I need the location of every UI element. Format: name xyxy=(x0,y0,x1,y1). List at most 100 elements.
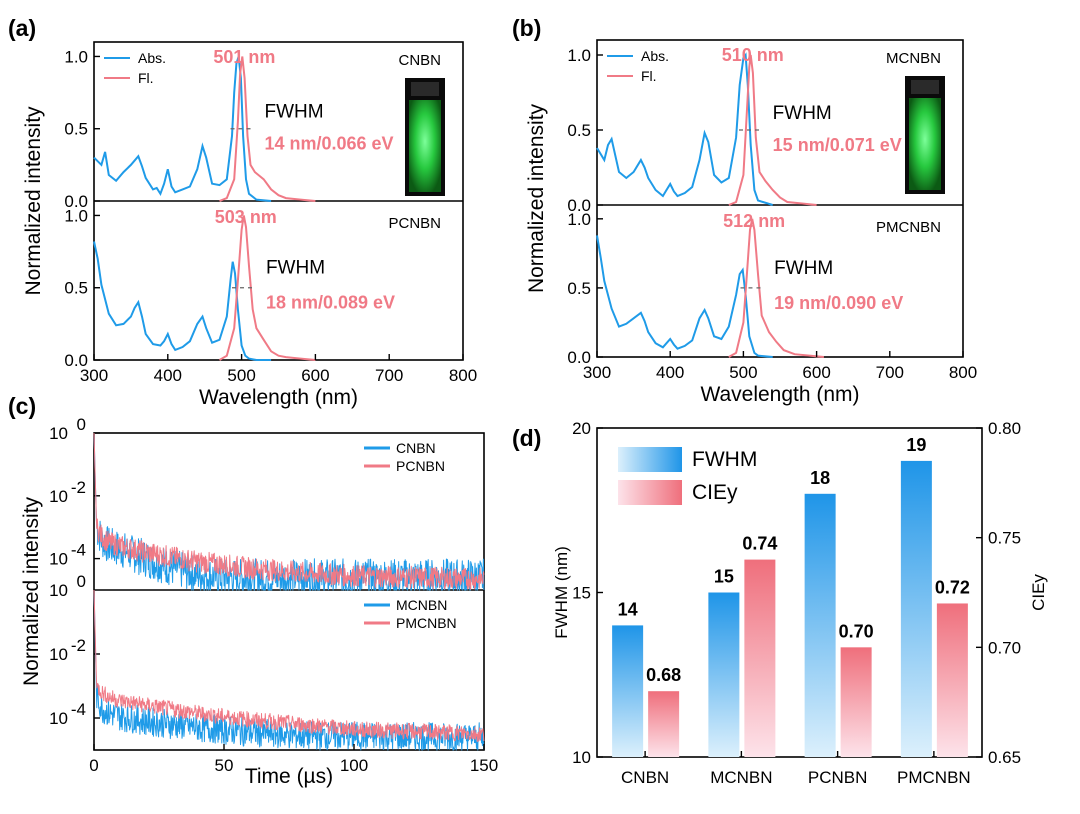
panel-d-bar-ciey-label: 0.70 xyxy=(839,621,874,641)
panel-a-fwhm-label-0: FWHM xyxy=(264,102,323,123)
panel-d-ytick-right-label: 0.75 xyxy=(988,529,1021,548)
panel-d-bar-fwhm-label: 18 xyxy=(810,468,830,488)
panel-d-legend-swatch-fwhm xyxy=(618,447,682,472)
panel-c-series-pcnbn xyxy=(93,432,485,590)
panel-b-legend-label-0: Abs. xyxy=(641,48,669,64)
panel-a-peak-label-0: 501 nm xyxy=(213,47,275,67)
panel-c-ylabel: Normalized intensity xyxy=(20,496,43,686)
panel-d-bar-fwhm xyxy=(804,493,836,757)
panel-d-bar-ciey-label: 0.74 xyxy=(742,534,777,554)
panel-a-ytick-label: 1.0 xyxy=(64,47,88,66)
panel-b-ytick-label: 0.0 xyxy=(567,196,591,215)
panel-a-legend-label-0: Abs. xyxy=(138,50,166,66)
panel-d-bar-ciey xyxy=(744,559,776,757)
panel-c-ytick-exponent: -4 xyxy=(71,700,86,719)
panel-c-ytick-label: 10 xyxy=(49,645,68,664)
panel-a-xtick-label: 700 xyxy=(375,366,403,385)
panel-c-xtick-label: 100 xyxy=(340,756,368,775)
panel-b-fwhm-label-1: FWHM xyxy=(774,258,833,279)
panel-b-fwhm-value-1: 19 nm/0.090 eV xyxy=(774,293,903,313)
panel-a-series-abs-1 xyxy=(93,241,272,361)
panel-d-ytick-left-label: 20 xyxy=(572,419,591,438)
panel-d-category-label: PMCNBN xyxy=(897,768,971,787)
panel-b-xtick-label: 300 xyxy=(583,363,611,382)
panel-c-ytick-label: 10 xyxy=(49,487,68,506)
panel-b-fwhm-value-0: 15 nm/0.071 eV xyxy=(773,135,902,155)
panel-a-fwhm-value-0: 14 nm/0.066 eV xyxy=(264,134,393,154)
panel-d-ytick-right-label: 0.65 xyxy=(988,748,1021,767)
panel-b-peak-label-1: 512 nm xyxy=(723,211,785,231)
panel-c-ytick-exponent: -4 xyxy=(71,541,86,560)
panel-a: 0.0 0.5 1.0 501 nm FWHM 14 nm/0.066 eV CNBN 0.0… xyxy=(22,41,477,409)
panel-d-ytick-left-label: 15 xyxy=(572,584,591,603)
panel-a-xtick-label: 500 xyxy=(227,366,255,385)
panel-b-series-fl-1 xyxy=(728,218,824,358)
panel-c-ytick-exponent: 0 xyxy=(77,415,86,434)
panel-d-ytick-right-label: 0.70 xyxy=(988,638,1021,657)
panel-d-category-label: MCNBN xyxy=(710,768,772,787)
panel-c-ytick-label: 10 xyxy=(49,709,68,728)
panel-c-legend-label: MCNBN xyxy=(396,597,447,613)
panel-c-ytick-label: 10 xyxy=(49,581,68,600)
panel-b-xtick-label: 500 xyxy=(729,363,757,382)
panel-a-ylabel: Normalized intensity xyxy=(22,106,45,296)
panel-d-bar-fwhm xyxy=(900,460,932,757)
panel-label-a: (a) xyxy=(8,15,36,41)
panel-a-series-abs-0 xyxy=(93,56,272,202)
panel-b-frame xyxy=(596,39,964,358)
panel-c-ytick-exponent: -2 xyxy=(71,636,86,655)
panel-b-series-abs-1 xyxy=(596,235,773,358)
panel-d-category-label: PCNBN xyxy=(808,768,868,787)
panel-label-d: (d) xyxy=(512,425,541,451)
panel-b-fwhm-label-0: FWHM xyxy=(773,103,832,124)
panel-a-xlabel: Wavelength (nm) xyxy=(199,386,358,409)
panel-c-legend-label: PMCNBN xyxy=(396,615,457,631)
panel-a-vial-cap xyxy=(411,82,439,96)
panel-b-xtick-label: 600 xyxy=(802,363,830,382)
panel-a-ytick-label: 0.5 xyxy=(64,279,88,298)
panel-d-ytick-left-label: 10 xyxy=(572,748,591,767)
panel-d-legend-label-ciey: CIEy xyxy=(692,481,738,504)
panel-b-ytick-label: 0.0 xyxy=(567,348,591,367)
panel-d: 14 0.68 CNBN 15 0.74 MCNBN 18 0.70 PCNBN 19 0.72 PM… xyxy=(552,419,1048,787)
panel-c-xlabel: Time (µs) xyxy=(245,765,333,788)
panel-c-ytick-label: 10 xyxy=(49,424,68,443)
panel-b-ytick-label: 0.5 xyxy=(567,279,591,298)
panel-d-bar-ciey xyxy=(936,603,968,757)
panel-b-compound-0: MCNBN xyxy=(886,50,941,67)
panel-b-series-fl-0 xyxy=(728,54,817,206)
panel-b-xtick-label: 800 xyxy=(949,363,977,382)
panel-b-ytick-label: 1.0 xyxy=(567,210,591,229)
panel-b-legend-label-1: Fl. xyxy=(641,68,657,84)
panel-d-legend-label-fwhm: FWHM xyxy=(692,448,757,471)
panel-c-xtick-label: 150 xyxy=(470,756,498,775)
panel-a-xtick-label: 300 xyxy=(80,366,108,385)
panel-d-ylabel-left: FWHM (nm) xyxy=(552,546,571,639)
panel-a-xtick-label: 600 xyxy=(301,366,329,385)
panel-d-bar-ciey xyxy=(648,691,680,757)
panel-b-ytick-label: 1.0 xyxy=(567,46,591,65)
panel-c-series-pmcnbn xyxy=(93,589,485,743)
panel-d-legend-swatch-ciey xyxy=(618,480,682,505)
panel-c-xtick-label: 0 xyxy=(89,756,98,775)
panel-d-category-label: CNBN xyxy=(621,768,669,787)
panel-b-vial-liquid xyxy=(909,98,941,190)
panel-a-ytick-label: 0.0 xyxy=(64,192,88,211)
panel-a-legend-label-1: Fl. xyxy=(138,70,154,86)
panel-d-ylabel-right: CIEy xyxy=(1029,574,1048,611)
panel-d-bar-fwhm xyxy=(612,625,644,757)
panel-a-compound-1: PCNBN xyxy=(388,215,441,232)
panel-b-series-abs-0 xyxy=(596,52,773,206)
panel-b-xtick-label: 700 xyxy=(876,363,904,382)
panel-d-bar-fwhm-label: 14 xyxy=(618,599,638,619)
panel-b-peak-label-0: 510 nm xyxy=(722,45,784,65)
panel-b-ytick-label: 0.5 xyxy=(567,121,591,140)
panel-c-frame xyxy=(93,432,485,751)
panel-a-ytick-label: 0.5 xyxy=(64,120,88,139)
panel-d-bar-ciey xyxy=(840,647,872,757)
panel-d-bar-fwhm-label: 15 xyxy=(714,567,734,587)
panel-a-ytick-label: 1.0 xyxy=(64,206,88,225)
panel-d-bar-ciey-label: 0.72 xyxy=(935,577,970,597)
panel-b-ylabel: Normalized intensity xyxy=(525,103,548,293)
